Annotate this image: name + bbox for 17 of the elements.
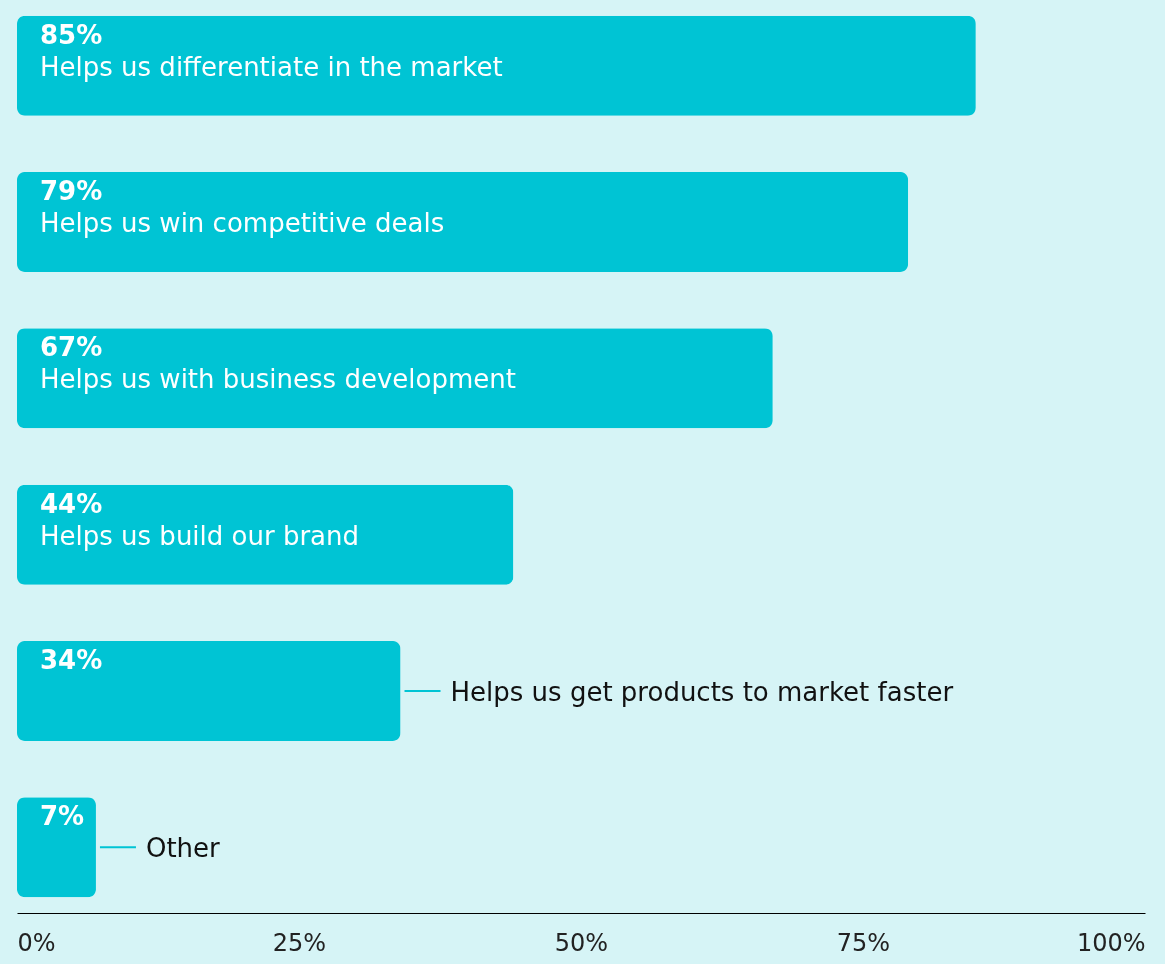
- x-tick-label: 25%: [272, 928, 327, 957]
- data-label: 34%: [40, 645, 103, 675]
- data-label: 7%: [40, 801, 85, 832]
- x-tick-label: 50%: [554, 928, 609, 957]
- y-tick-label: Helps us win competitive deals: [40, 208, 445, 238]
- data-label: 85%: [40, 19, 103, 50]
- y-tick-label: Helps us get products to market faster: [450, 677, 954, 707]
- data-label: 44%: [40, 488, 103, 519]
- data-label: 79%: [40, 176, 103, 206]
- data-label: 67%: [40, 332, 103, 363]
- x-tick-label: 75%: [836, 928, 891, 957]
- y-tick-label: Other: [145, 833, 221, 864]
- y-tick-label: Helps us with business development: [40, 364, 516, 395]
- y-tick-label: Helps us build our brand: [40, 520, 360, 551]
- x-tick-label: 0%: [17, 928, 56, 957]
- x-tick-label: 100%: [1076, 928, 1146, 957]
- y-tick-label: Helps us differentiate in the market: [40, 51, 503, 82]
